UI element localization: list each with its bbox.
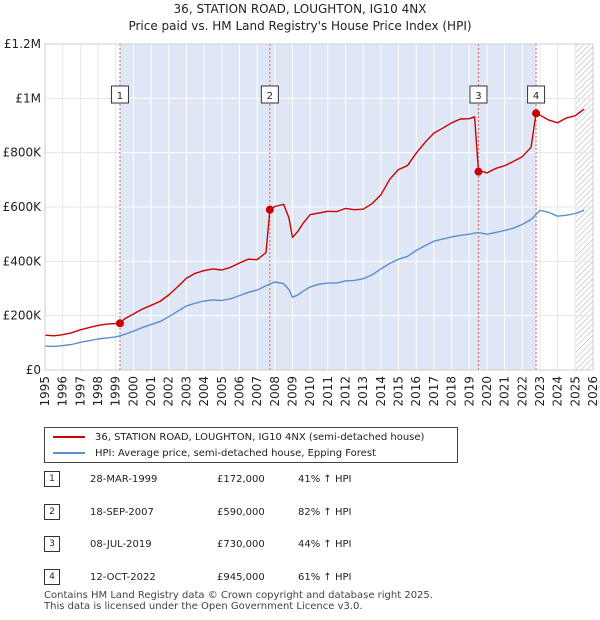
- y-tick-label: £600K: [3, 200, 43, 214]
- sale-price: £590,000: [217, 506, 265, 518]
- x-tick-label: 2015: [392, 376, 406, 407]
- sale-hpi-change: 82% ↑ HPI: [298, 506, 352, 518]
- sale-row: 2 18-SEP-2007 £590,000 82% ↑ HPI: [44, 503, 564, 537]
- sale-date: 12-OCT-2022: [90, 571, 156, 583]
- x-tick-label: 2022: [515, 376, 529, 407]
- hpi-line: [44, 209, 585, 348]
- x-tick-label: 2011: [321, 376, 335, 407]
- legend-label-hpi: HPI: Average price, semi-detached house,…: [95, 447, 376, 459]
- chart-title: 36, STATION ROAD, LOUGHTON, IG10 4NX: [173, 2, 427, 16]
- x-tick-label: 2018: [445, 376, 459, 407]
- sale-number-label: 1: [117, 91, 123, 102]
- x-tick-label: 2004: [197, 376, 211, 407]
- sale-row: 4 12-OCT-2022 £945,000 61% ↑ HPI: [44, 568, 564, 602]
- x-tick-label: 2008: [268, 376, 282, 407]
- sale-row: 3 08-JUL-2019 £730,000 44% ↑ HPI: [44, 536, 564, 569]
- sale-number-badge: 3: [44, 536, 60, 552]
- x-tick-label: 2001: [144, 376, 158, 407]
- sale-hpi-change: 41% ↑ HPI: [298, 474, 352, 485]
- x-tick-label: 2025: [568, 376, 582, 407]
- x-tick-label: 2005: [215, 376, 229, 407]
- sale-price: £945,000: [217, 571, 265, 583]
- sale-point: [265, 205, 274, 214]
- y-tick-label: £200K: [3, 309, 43, 323]
- y-tick-label: £400K: [3, 254, 43, 268]
- sale-point: [115, 319, 124, 328]
- x-tick-label: 2023: [533, 376, 547, 407]
- sale-number-label: 3: [475, 91, 481, 102]
- sale-number-badge: 4: [44, 568, 60, 585]
- sale-point: [474, 167, 483, 176]
- x-tick-label: 1997: [73, 376, 87, 407]
- x-tick-label: 2002: [162, 376, 176, 407]
- legend-swatch-property: [53, 436, 85, 438]
- x-tick-label: 1996: [56, 376, 70, 407]
- x-tick-label: 2026: [586, 376, 600, 407]
- sale-number-badge: 1: [44, 471, 60, 487]
- y-tick-label: £1.2M: [4, 37, 41, 51]
- legend-item-hpi: HPI: Average price, semi-detached house,…: [53, 446, 376, 460]
- sale-number-badge: 2: [44, 503, 60, 520]
- x-tick-label: 2013: [356, 376, 370, 407]
- x-tick-label: 1999: [109, 376, 123, 407]
- x-tick-label: 2017: [427, 376, 441, 407]
- sale-point: [532, 109, 541, 118]
- x-tick-label: 2020: [480, 376, 494, 407]
- sale-number-box: [110, 85, 129, 104]
- footer-copyright: Contains HM Land Registry data © Crown c…: [44, 590, 433, 601]
- x-tick-label: 2021: [498, 376, 512, 407]
- sale-hpi-change: 61% ↑ HPI: [298, 571, 352, 583]
- x-tick-label: 2003: [179, 376, 193, 407]
- chart-subtitle: Price paid vs. HM Land Registry's House …: [128, 19, 472, 33]
- sales-table: 1 28-MAR-1999 £172,000 41% ↑ HPI 2 18-SE…: [44, 471, 564, 601]
- x-tick-label: 2010: [303, 376, 317, 407]
- legend-item-property: 36, STATION ROAD, LOUGHTON, IG10 4NX (se…: [53, 430, 424, 444]
- x-tick-label: 2000: [126, 376, 140, 407]
- sale-date: 08-JUL-2019: [90, 539, 152, 550]
- footer-licence: This data is licensed under the Open Gov…: [44, 601, 363, 612]
- sale-number-label: 2: [267, 91, 273, 102]
- sale-number-box: [260, 85, 279, 104]
- x-tick-label: 2016: [409, 376, 423, 407]
- sale-price: £172,000: [217, 474, 265, 485]
- sale-date: 28-MAR-1999: [90, 474, 158, 485]
- x-tick-label: 2009: [285, 376, 299, 407]
- x-tick-label: 2007: [250, 376, 264, 407]
- sale-row: 1 28-MAR-1999 £172,000 41% ↑ HPI: [44, 471, 564, 504]
- sale-number-box: [527, 85, 546, 104]
- y-tick-label: £0: [26, 363, 41, 377]
- sale-number-label: 4: [533, 91, 539, 102]
- x-tick-label: 2019: [462, 376, 476, 407]
- sale-price: £730,000: [217, 539, 265, 550]
- x-tick-label: 1998: [91, 376, 105, 407]
- legend-label-property: 36, STATION ROAD, LOUGHTON, IG10 4NX (se…: [95, 431, 425, 443]
- plot-border: [44, 43, 594, 371]
- sale-date: 18-SEP-2007: [90, 506, 154, 518]
- sale-number-box: [469, 85, 488, 104]
- x-tick-label: 2024: [551, 376, 565, 407]
- x-tick-label: 2014: [374, 376, 388, 407]
- property-price-line: [44, 108, 585, 337]
- sale-hpi-change: 44% ↑ HPI: [298, 539, 352, 550]
- x-tick-label: 1995: [38, 376, 52, 407]
- legend: 36, STATION ROAD, LOUGHTON, IG10 4NX (se…: [44, 427, 458, 463]
- legend-swatch-hpi: [53, 452, 85, 454]
- y-tick-label: £800K: [3, 146, 43, 160]
- x-tick-label: 2012: [339, 376, 353, 407]
- x-tick-label: 2006: [232, 376, 246, 407]
- y-tick-label: £1M: [15, 91, 41, 105]
